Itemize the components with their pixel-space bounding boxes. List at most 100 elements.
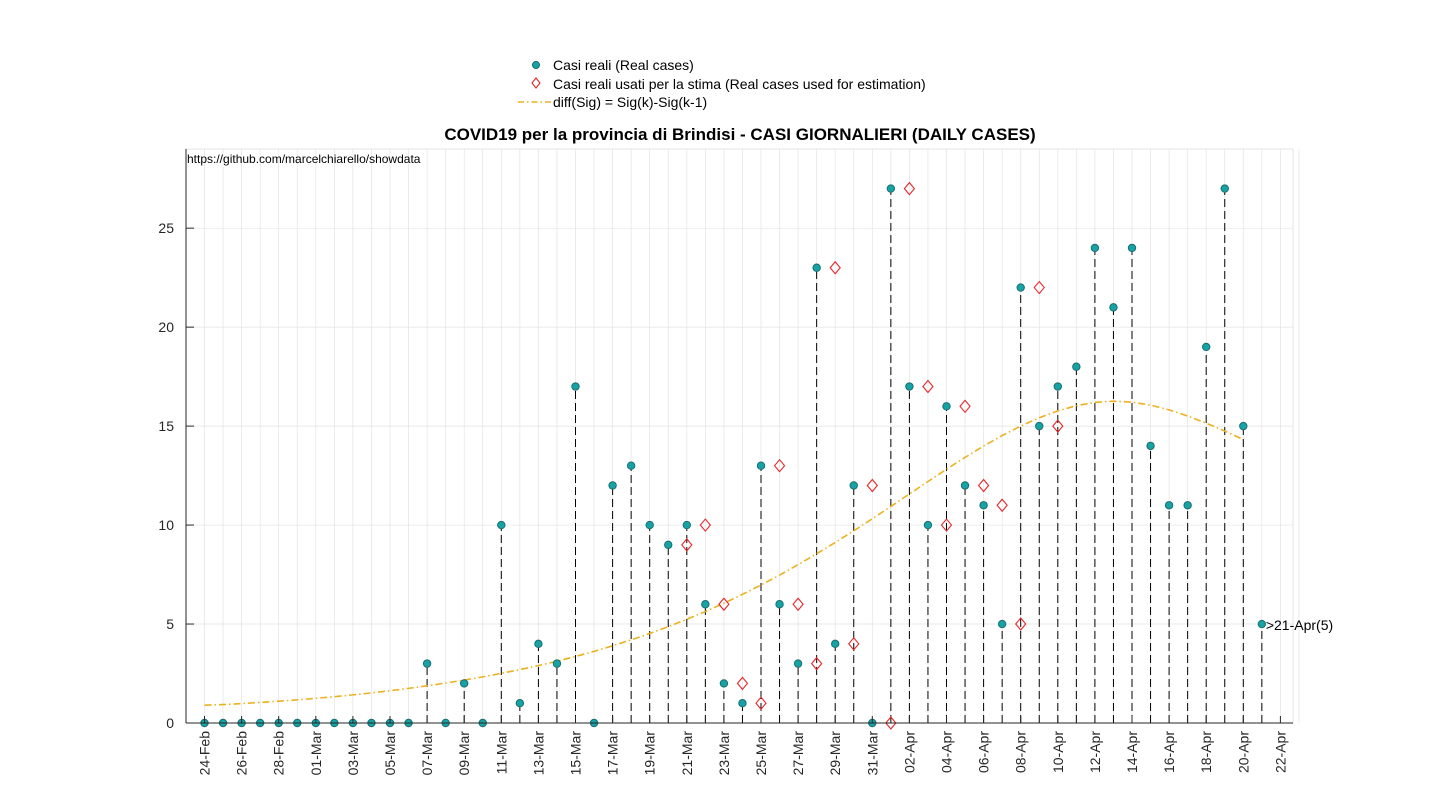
x-tick-label: 24-Feb bbox=[197, 731, 213, 776]
chart-title: COVID19 per la provincia di Brindisi - C… bbox=[444, 125, 1035, 144]
legend: Casi reali (Real cases) Casi reali usati… bbox=[518, 57, 926, 110]
source-url-note: https://github.com/marcelchiarello/showd… bbox=[187, 152, 421, 166]
y-tick-label: 15 bbox=[158, 418, 174, 434]
real-case-point bbox=[1220, 184, 1229, 193]
x-tick-label: 29-Mar bbox=[827, 731, 843, 776]
legend-marker-real-cases bbox=[532, 61, 540, 69]
real-case-point bbox=[1239, 421, 1248, 431]
legend-label-real-cases: Casi reali (Real cases) bbox=[553, 57, 694, 73]
x-tick-label: 06-Apr bbox=[976, 731, 992, 773]
real-case-point bbox=[1053, 382, 1063, 391]
real-case-point bbox=[738, 699, 747, 708]
x-tick-label: 25-Mar bbox=[753, 731, 769, 776]
real-case-point bbox=[645, 520, 654, 530]
stem-lines bbox=[426, 188, 1263, 723]
x-tick-label: 02-Apr bbox=[901, 731, 917, 773]
x-tick-label: 12-Apr bbox=[1087, 731, 1103, 773]
x-tick-label: 08-Apr bbox=[1013, 731, 1029, 773]
x-tick-label: 28-Feb bbox=[271, 731, 287, 776]
real-case-point bbox=[1257, 619, 1267, 629]
real-case-point bbox=[960, 481, 970, 490]
real-case-point bbox=[942, 402, 951, 411]
x-tick-label: 22-Apr bbox=[1272, 731, 1288, 773]
real-case-point bbox=[905, 382, 914, 391]
estimation-point bbox=[755, 696, 767, 711]
y-tick-label: 10 bbox=[158, 517, 174, 533]
real-case-point bbox=[1164, 501, 1174, 510]
y-tick-label: 5 bbox=[166, 616, 174, 632]
real-case-point bbox=[812, 263, 821, 272]
real-case-point bbox=[1090, 243, 1100, 253]
x-tick-label: 10-Apr bbox=[1050, 731, 1066, 773]
x-tick-label: 03-Mar bbox=[345, 731, 361, 776]
real-case-point bbox=[664, 540, 673, 550]
real-case-point bbox=[831, 639, 840, 649]
legend-label-diff-sig: diff(Sig) = Sig(k)-Sig(k-1) bbox=[553, 94, 707, 110]
real-case-point bbox=[1202, 342, 1211, 352]
gridlines bbox=[186, 149, 1300, 723]
x-tick-label: 04-Apr bbox=[939, 731, 955, 773]
real-case-point bbox=[1035, 421, 1044, 431]
estimation-point bbox=[977, 478, 990, 493]
x-tick-label: 01-Mar bbox=[308, 731, 324, 776]
x-tick-label: 23-Mar bbox=[716, 731, 732, 776]
x-tick-label: 21-Mar bbox=[679, 731, 695, 776]
estimation-point bbox=[885, 716, 897, 730]
estimation-point bbox=[736, 676, 749, 691]
estimation-point bbox=[848, 636, 860, 651]
real-case-point bbox=[719, 679, 729, 688]
real-case-point bbox=[756, 461, 766, 470]
diff-sig-curve bbox=[204, 400, 1244, 706]
x-tick-label: 19-Mar bbox=[642, 731, 658, 776]
x-tick-label: 18-Apr bbox=[1198, 731, 1214, 773]
estimation-point bbox=[903, 181, 916, 196]
real-case-point bbox=[979, 501, 988, 510]
real-case-point bbox=[1127, 243, 1137, 253]
real-case-point bbox=[534, 639, 543, 649]
real-case-point bbox=[1016, 283, 1025, 292]
y-tick-label: 25 bbox=[158, 220, 174, 236]
real-case-point bbox=[793, 659, 803, 668]
last-point-annotation: >21-Apr(5) bbox=[1266, 617, 1333, 633]
legend-marker-estimation-cases bbox=[531, 77, 541, 89]
real-case-point bbox=[849, 481, 858, 490]
real-case-point bbox=[1109, 303, 1118, 312]
y-tick-label: 20 bbox=[158, 319, 174, 335]
x-tick-label: 26-Feb bbox=[234, 731, 250, 776]
y-ticks: 0 5 10 15 20 25 bbox=[158, 220, 194, 731]
real-case-point bbox=[1146, 441, 1155, 451]
x-tick-label: 27-Mar bbox=[790, 731, 806, 776]
estimation-point bbox=[1052, 419, 1064, 433]
x-tick-label: 16-Apr bbox=[1161, 731, 1177, 773]
estimation-point bbox=[810, 656, 823, 671]
real-case-point bbox=[923, 520, 933, 530]
estimation-point bbox=[829, 260, 841, 275]
real-case-point bbox=[775, 600, 784, 609]
estimation-point bbox=[940, 518, 953, 532]
real-case-markers bbox=[200, 184, 1267, 728]
x-tick-label: 07-Mar bbox=[419, 731, 435, 776]
estimation-point bbox=[996, 498, 1008, 513]
estimation-point bbox=[681, 538, 693, 552]
x-tick-label: 11-Mar bbox=[493, 731, 509, 775]
real-case-point bbox=[1072, 362, 1081, 371]
estimation-point bbox=[699, 518, 712, 532]
real-case-point bbox=[497, 520, 506, 530]
real-case-point bbox=[886, 184, 896, 193]
estimation-point bbox=[792, 597, 804, 612]
estimation-point bbox=[773, 458, 786, 473]
estimation-point bbox=[866, 478, 879, 493]
estimation-point bbox=[718, 597, 730, 612]
axes bbox=[185, 149, 1293, 724]
x-tick-label: 09-Mar bbox=[456, 731, 472, 776]
estimation-point bbox=[1014, 617, 1027, 631]
x-tick-label: 05-Mar bbox=[382, 731, 398, 776]
real-case-point bbox=[515, 699, 525, 708]
x-tick-label: 13-Mar bbox=[530, 731, 546, 776]
real-case-point bbox=[608, 481, 617, 490]
real-case-point bbox=[626, 461, 636, 470]
real-case-point bbox=[460, 679, 469, 688]
estimation-point bbox=[959, 399, 971, 414]
x-tick-label: 31-Mar bbox=[864, 731, 880, 776]
